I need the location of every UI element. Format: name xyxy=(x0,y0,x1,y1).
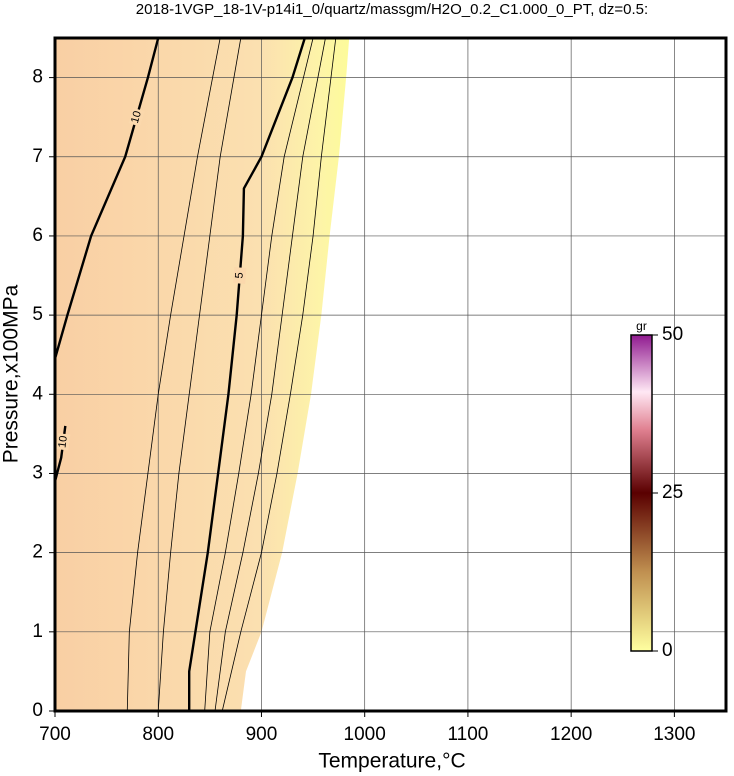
contour-line-labeled xyxy=(53,37,160,359)
y-tick-label: 0 xyxy=(32,700,43,721)
x-tick-label: 900 xyxy=(246,724,278,745)
colorbar-tick-label: 0 xyxy=(662,640,673,661)
contour-line-labeled xyxy=(188,37,306,711)
x-tick-label: 1000 xyxy=(344,724,386,745)
contour-line xyxy=(214,37,326,712)
colorbar-tick-label: 50 xyxy=(662,324,683,345)
x-tick-label: 1100 xyxy=(447,724,488,745)
data-region xyxy=(55,38,350,711)
contour-line xyxy=(126,37,221,712)
y-tick-label: 3 xyxy=(32,462,43,483)
y-tick-label: 4 xyxy=(32,383,43,404)
contour-label: 10 xyxy=(56,435,69,449)
y-axis-label: Pressure,x100MPa xyxy=(0,284,23,463)
colorbar-tick-label: 25 xyxy=(662,482,683,503)
contour-label-bg xyxy=(233,267,247,284)
x-tick-label: 700 xyxy=(39,724,71,745)
contour-label: 10 xyxy=(129,110,144,125)
x-axis-label: Temperature,°C xyxy=(318,750,465,773)
plot-frame xyxy=(53,36,728,713)
contour-line xyxy=(221,37,337,712)
x-tick-label: 1200 xyxy=(550,724,592,745)
y-tick-label: 7 xyxy=(32,146,43,167)
colorbar xyxy=(630,334,653,652)
x-tick-label: 800 xyxy=(142,724,174,745)
y-tick-label: 8 xyxy=(32,67,43,88)
y-tick-label: 2 xyxy=(32,542,43,563)
y-tick-label: 5 xyxy=(32,304,43,325)
contour-label-bg xyxy=(128,107,145,127)
colorbar-label: gr xyxy=(636,319,647,333)
contour-line xyxy=(204,37,314,712)
chart-title: 2018-1VGP_18-1V-p14i1_0/quartz/massgm/H2… xyxy=(136,1,648,18)
contour-line xyxy=(157,37,242,712)
x-tick-label: 1300 xyxy=(653,724,695,745)
contour-label-bg xyxy=(56,433,71,451)
contour-label: 5 xyxy=(233,272,245,279)
y-tick-label: 6 xyxy=(32,225,43,246)
y-tick-label: 1 xyxy=(32,621,43,642)
